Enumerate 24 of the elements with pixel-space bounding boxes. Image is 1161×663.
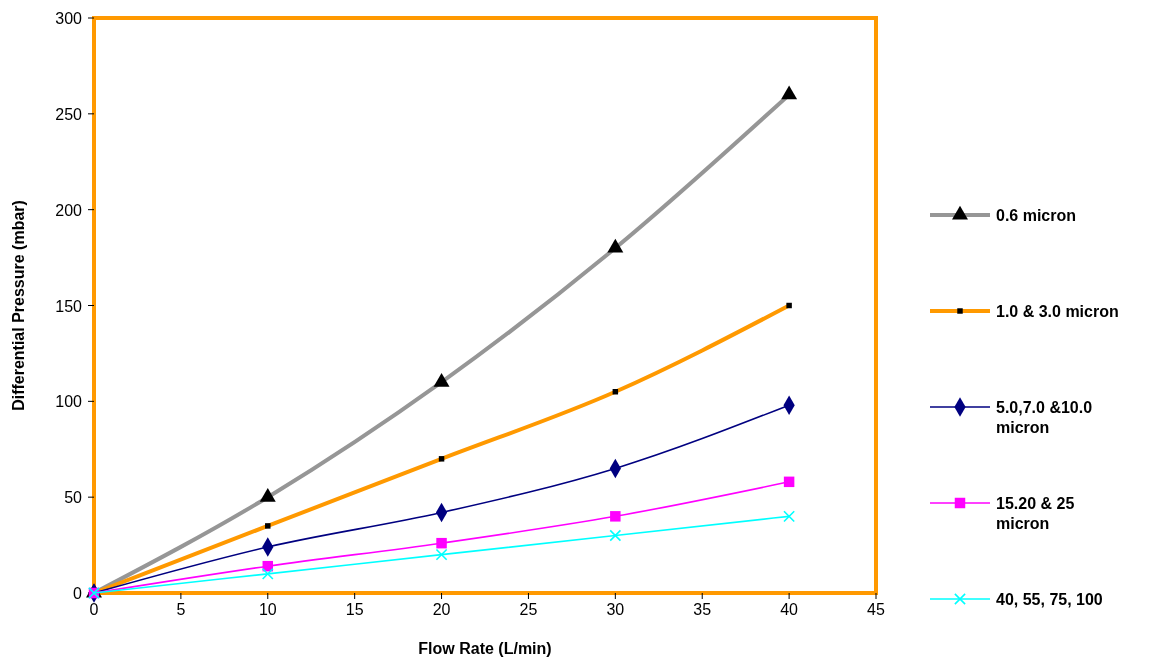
x-tick-label: 10 bbox=[258, 601, 277, 618]
x-tick-label: 30 bbox=[606, 601, 625, 618]
x-tick-label: 45 bbox=[867, 601, 885, 618]
legend-label: 1.0 & 3.0 micron bbox=[996, 303, 1119, 320]
x-tick-label: 40 bbox=[780, 601, 799, 618]
x-axis-title: Flow Rate (L/min) bbox=[418, 640, 552, 657]
y-tick-label: 100 bbox=[55, 393, 83, 411]
y-tick-label: 250 bbox=[55, 105, 83, 123]
y-tick-label: 0 bbox=[73, 585, 83, 602]
legend-label: 5.0,7.0 &10.0 micron bbox=[996, 399, 1093, 436]
legend-label: 0.6 micron bbox=[996, 207, 1077, 224]
x-tick-label: 0 bbox=[89, 601, 99, 618]
legend-label: 15.20 & 25 micron bbox=[996, 495, 1075, 532]
y-tick-label: 150 bbox=[55, 297, 83, 315]
y-tick-label: 200 bbox=[55, 201, 83, 219]
y-axis-title: Differential Pressure (mbar) bbox=[10, 200, 27, 411]
y-tick-label: 300 bbox=[55, 10, 83, 27]
x-tick-label: 35 bbox=[693, 601, 712, 618]
legend-label: 40, 55, 75, 100 bbox=[996, 591, 1103, 608]
x-tick-label: 5 bbox=[176, 601, 186, 618]
y-tick-label: 50 bbox=[64, 489, 83, 507]
x-tick-label: 15 bbox=[345, 601, 364, 618]
x-tick-label: 25 bbox=[519, 601, 538, 618]
x-tick-label: 20 bbox=[432, 601, 451, 618]
